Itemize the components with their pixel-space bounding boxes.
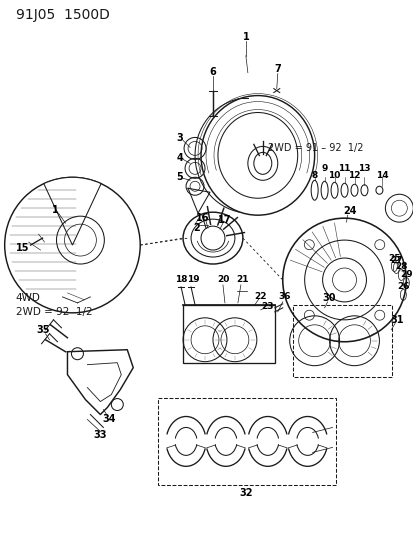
Bar — [292, 305, 392, 377]
Polygon shape — [67, 350, 133, 415]
Text: 28: 28 — [394, 262, 407, 271]
Text: 33: 33 — [93, 431, 107, 440]
Text: 35: 35 — [37, 325, 50, 335]
Text: 26: 26 — [396, 282, 408, 292]
Text: 8: 8 — [311, 171, 317, 180]
Text: 7: 7 — [274, 63, 280, 74]
Text: 18: 18 — [174, 276, 187, 285]
Text: 17: 17 — [218, 215, 231, 225]
Text: 14: 14 — [375, 171, 388, 180]
Bar — [158, 398, 335, 485]
Text: 12: 12 — [347, 171, 360, 180]
Text: 20: 20 — [216, 276, 228, 285]
Text: 25: 25 — [387, 254, 400, 263]
Wedge shape — [44, 177, 101, 245]
Text: 4: 4 — [176, 154, 183, 163]
Text: 31: 31 — [390, 315, 403, 325]
Text: 13: 13 — [357, 164, 370, 173]
Text: 22: 22 — [254, 293, 266, 301]
Text: 34: 34 — [102, 415, 116, 424]
Text: 4WD: 4WD — [16, 293, 40, 303]
Text: 91J05  1500D: 91J05 1500D — [16, 8, 109, 22]
Text: 2WD = 91 – 92  1/2: 2WD = 91 – 92 1/2 — [267, 143, 363, 154]
Text: 9: 9 — [320, 164, 327, 173]
Text: 10: 10 — [328, 171, 340, 180]
Text: 30: 30 — [322, 293, 335, 303]
Text: 1: 1 — [242, 32, 249, 42]
Text: 3: 3 — [176, 133, 183, 143]
Text: 1: 1 — [52, 205, 59, 215]
Text: 21: 21 — [236, 276, 249, 285]
Text: 19: 19 — [186, 276, 199, 285]
Text: 2: 2 — [193, 223, 200, 233]
Text: 27: 27 — [389, 255, 402, 264]
Text: 6: 6 — [209, 67, 216, 77]
Text: 23: 23 — [261, 302, 273, 311]
Text: 5: 5 — [176, 172, 183, 182]
Text: 36: 36 — [278, 293, 290, 301]
Text: 24: 24 — [342, 206, 356, 216]
Text: 16: 16 — [196, 213, 209, 223]
Text: 29: 29 — [399, 270, 412, 279]
Text: 15: 15 — [16, 243, 29, 253]
Bar — [183, 305, 274, 362]
Text: 2WD = 92  1/2: 2WD = 92 1/2 — [16, 307, 92, 317]
Text: 11: 11 — [337, 164, 350, 173]
Text: 32: 32 — [239, 488, 252, 498]
